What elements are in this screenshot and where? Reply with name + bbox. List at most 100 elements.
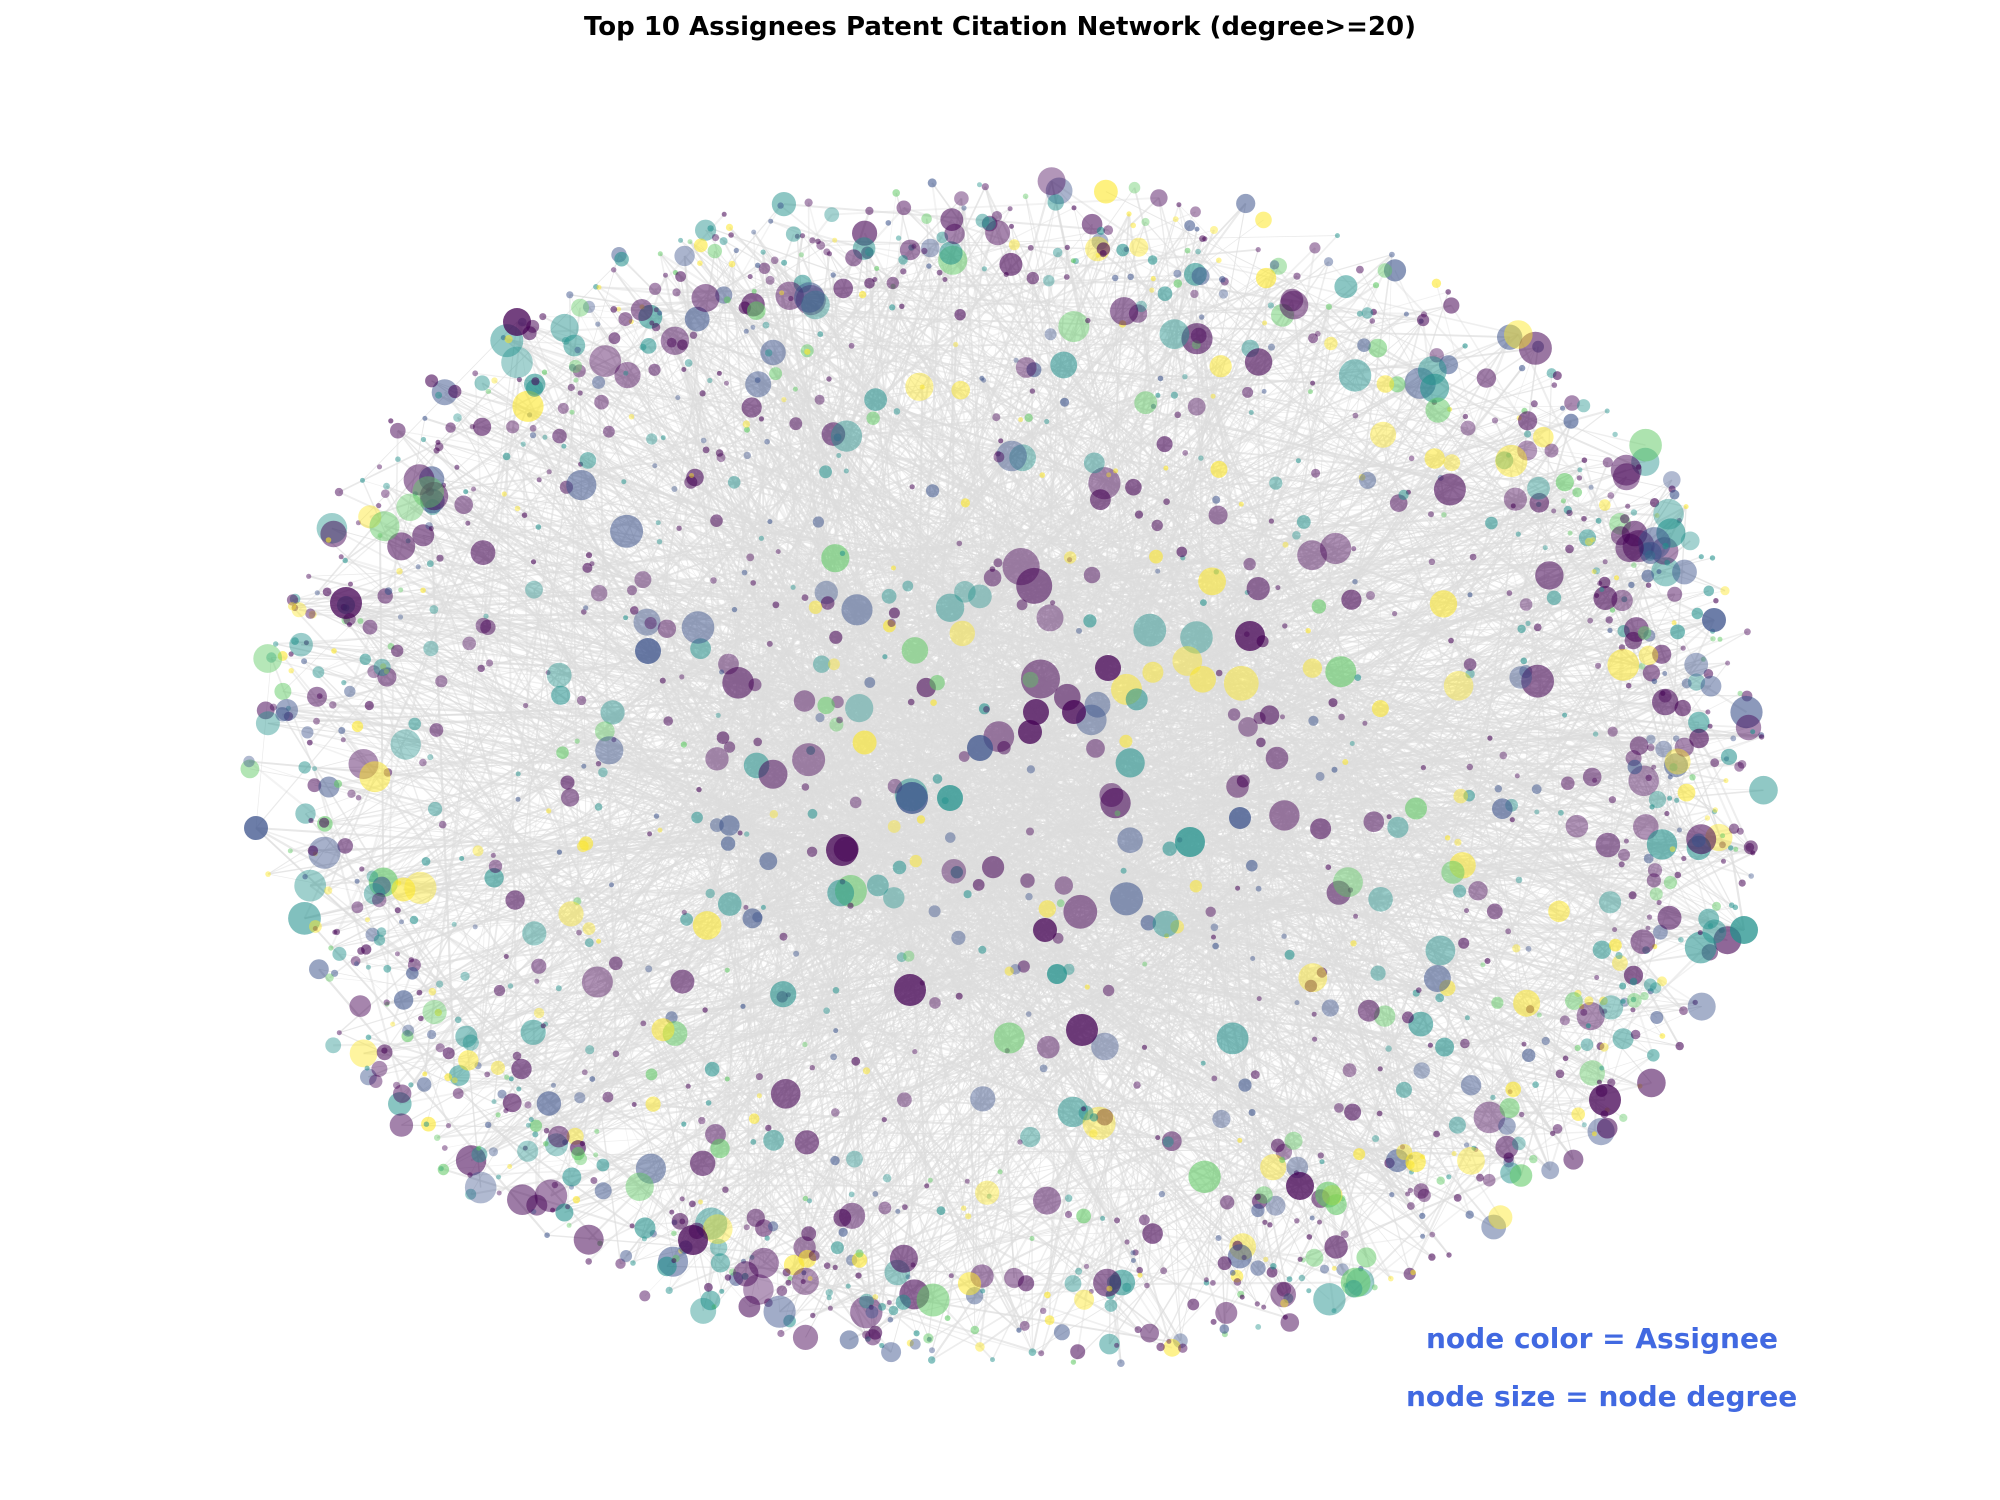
patent-node — [1357, 999, 1380, 1022]
patent-node — [542, 434, 548, 440]
citation-edge — [1083, 911, 1212, 1300]
citation-edge — [1072, 987, 1448, 1363]
citation-edge — [430, 528, 645, 1024]
patent-node — [705, 1100, 712, 1106]
patent-node — [1630, 929, 1656, 954]
citation-edge — [1138, 246, 1599, 667]
citation-edge — [702, 207, 1075, 394]
citation-edge — [858, 1081, 1652, 1277]
patent-node — [1416, 987, 1422, 993]
citation-edge — [665, 628, 748, 835]
patent-node — [1254, 1301, 1260, 1307]
patent-node — [426, 560, 434, 568]
patent-node — [581, 609, 587, 615]
patent-node — [839, 550, 846, 556]
patent-node — [528, 1117, 534, 1122]
patent-node — [454, 464, 460, 470]
patent-node — [1200, 599, 1207, 606]
patent-node — [332, 946, 347, 961]
patent-node — [1503, 1152, 1514, 1163]
citation-edge — [372, 824, 730, 878]
citation-edge — [834, 584, 1650, 1269]
patent-node — [634, 571, 652, 589]
patent-node — [1520, 657, 1528, 665]
patent-node — [463, 489, 469, 495]
citation-edge — [1034, 585, 1698, 614]
patent-node — [434, 1134, 441, 1141]
patent-node — [1651, 678, 1658, 685]
patent-node — [900, 268, 907, 275]
patent-node — [1684, 652, 1709, 677]
patent-node — [1376, 1110, 1383, 1117]
patent-node — [496, 1190, 502, 1196]
patent-node — [801, 1226, 817, 1241]
citation-edge — [267, 275, 1201, 875]
patent-node — [948, 1273, 954, 1279]
citation-edge — [1029, 731, 1634, 759]
citation-edge — [770, 220, 1597, 572]
patent-node — [1356, 265, 1364, 274]
patent-node — [1027, 244, 1034, 251]
patent-node — [497, 1089, 507, 1099]
patent-node — [891, 565, 896, 571]
patent-node — [1436, 1176, 1445, 1185]
citation-edge — [929, 247, 1404, 1148]
patent-node — [823, 1262, 831, 1269]
patent-node — [460, 971, 470, 981]
patent-node — [769, 810, 778, 819]
patent-node — [552, 428, 567, 444]
patent-node — [1020, 1126, 1041, 1148]
citation-edge — [1552, 500, 1565, 1134]
patent-node — [1199, 314, 1205, 320]
patent-node — [839, 1202, 866, 1229]
citation-edge — [403, 888, 902, 959]
patent-node — [556, 849, 563, 855]
patent-node — [767, 519, 773, 525]
patent-node — [399, 919, 404, 925]
patent-node — [309, 959, 329, 980]
patent-node — [972, 879, 985, 891]
patent-node — [629, 1223, 635, 1229]
citation-edge — [1443, 459, 1585, 516]
patent-node — [1758, 734, 1765, 740]
patent-node — [1720, 833, 1726, 839]
citation-edge — [1650, 747, 1733, 906]
patent-node — [1674, 699, 1691, 717]
patent-node — [1040, 1307, 1047, 1315]
citation-edge — [510, 775, 1321, 1080]
patent-node — [1269, 260, 1280, 270]
citation-edge — [477, 248, 1105, 1067]
patent-node — [756, 1093, 762, 1099]
patent-node — [1019, 1320, 1030, 1331]
patent-node — [1443, 671, 1474, 701]
patent-node — [1463, 1142, 1470, 1148]
patent-node — [1446, 1174, 1452, 1180]
citation-edge — [618, 254, 1181, 841]
citation-edge — [856, 609, 1354, 1113]
patent-node — [928, 905, 941, 918]
citation-edge — [595, 746, 731, 1132]
citation-edge — [956, 871, 1267, 1261]
citation-edge — [506, 1076, 673, 1213]
patent-node — [1338, 713, 1345, 721]
citation-edge — [1147, 336, 1511, 924]
patent-node — [1319, 1159, 1325, 1165]
patent-node — [977, 182, 982, 188]
patent-node — [672, 288, 681, 297]
patent-node — [1334, 275, 1358, 299]
patent-node — [1629, 736, 1649, 755]
patent-node — [727, 476, 741, 489]
patent-node — [1321, 999, 1339, 1017]
patent-node — [543, 1141, 549, 1147]
patent-node — [647, 831, 653, 837]
patent-node — [743, 904, 749, 910]
patent-node — [582, 922, 596, 935]
patent-node — [1306, 1288, 1312, 1294]
patent-node — [1259, 705, 1280, 725]
patent-node — [1626, 993, 1642, 1008]
patent-node — [1595, 517, 1602, 524]
patent-node — [909, 484, 915, 490]
citation-edge — [413, 418, 762, 966]
patent-node — [1356, 310, 1363, 317]
patent-node — [1377, 1066, 1383, 1072]
